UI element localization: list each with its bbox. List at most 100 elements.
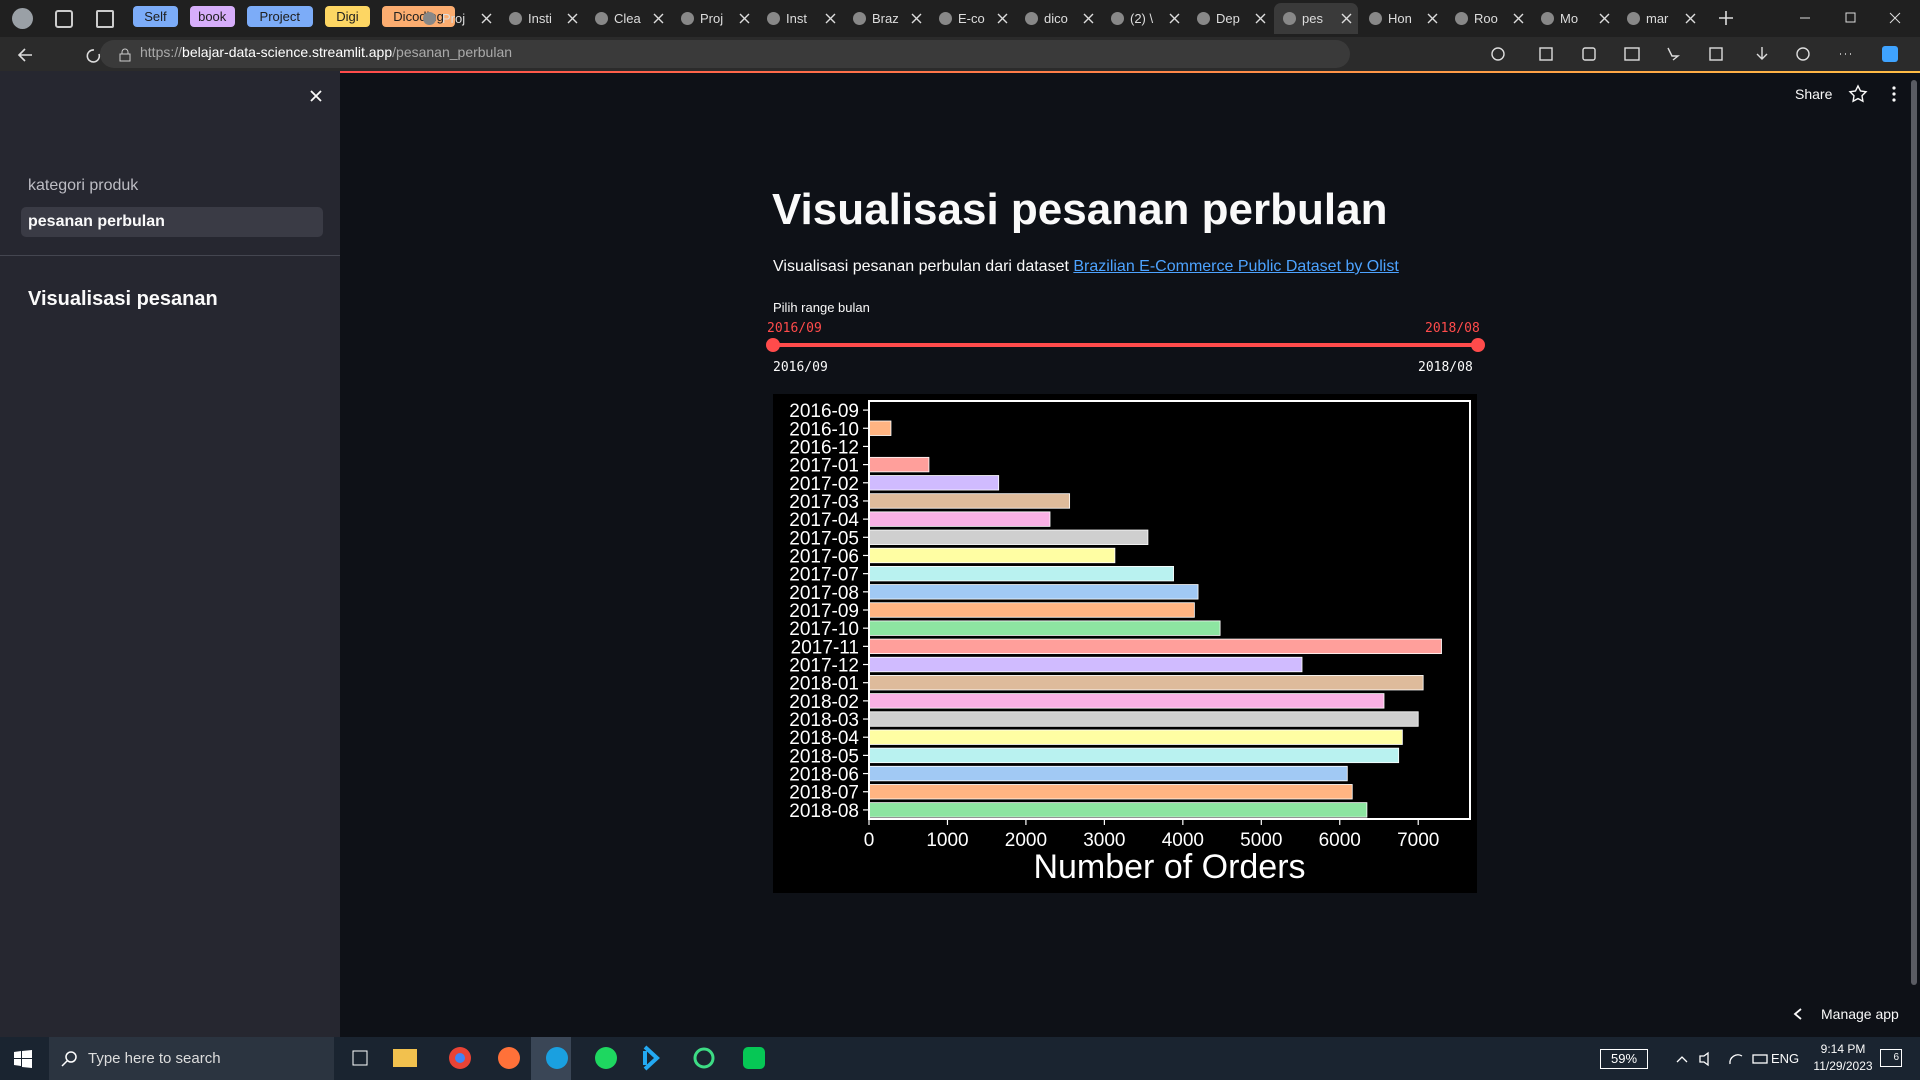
tab-close[interactable] xyxy=(567,13,578,24)
tab[interactable]: mar xyxy=(1618,3,1702,34)
tab[interactable]: Mo xyxy=(1532,3,1616,34)
tab-group[interactable]: Self xyxy=(133,6,178,27)
y-tick-label: 2017-11 xyxy=(791,637,859,658)
description: Visualisasi pesanan perbulan dari datase… xyxy=(773,258,1399,276)
workspaces-icon[interactable] xyxy=(55,10,73,28)
tab-close[interactable] xyxy=(1341,13,1352,24)
bar xyxy=(868,784,1353,800)
tab-close[interactable] xyxy=(481,13,492,24)
tab[interactable]: Insti xyxy=(500,3,584,34)
tab-close[interactable] xyxy=(1685,13,1696,24)
bar xyxy=(868,420,892,436)
bar xyxy=(868,638,1442,655)
window-controls[interactable] xyxy=(1795,8,1920,28)
share-button[interactable]: Share xyxy=(1795,86,1833,102)
tab[interactable]: dico xyxy=(1016,3,1100,34)
tab-close[interactable] xyxy=(1513,13,1524,24)
bar xyxy=(868,656,1303,673)
tab-close[interactable] xyxy=(911,13,922,24)
tab[interactable]: Clea xyxy=(586,3,670,34)
tab-title: Braz xyxy=(872,11,899,26)
slider-end-thumb[interactable] xyxy=(1471,338,1485,352)
tab-close[interactable] xyxy=(1255,13,1266,24)
divider xyxy=(0,255,340,256)
slider-track[interactable] xyxy=(773,343,1477,347)
tab-close[interactable] xyxy=(825,13,836,24)
bar xyxy=(868,547,1116,564)
bar xyxy=(868,620,1221,636)
slider-end-value: 2018/08 xyxy=(1425,321,1480,336)
dataset-link[interactable]: Brazilian E-Commerce Public Dataset by O… xyxy=(1073,258,1399,275)
slider-label: Pilih range bulan xyxy=(773,300,870,315)
y-tick-label: 2018-04 xyxy=(789,728,859,749)
y-tick-label: 2018-02 xyxy=(789,692,859,713)
scrollbar[interactable] xyxy=(1911,80,1917,985)
tab-close[interactable] xyxy=(653,13,664,24)
nav-item[interactable]: pesanan perbulan xyxy=(21,207,323,237)
tab-group[interactable]: Digi xyxy=(325,6,370,27)
tab-close[interactable] xyxy=(997,13,1008,24)
y-tick-label: 2017-06 xyxy=(789,546,859,567)
tab[interactable]: Proj xyxy=(414,3,498,34)
slider-start-thumb[interactable] xyxy=(766,338,780,352)
x-tick-label: 3000 xyxy=(1083,830,1125,851)
tab[interactable]: (2) \ xyxy=(1102,3,1186,34)
tab[interactable]: Dep xyxy=(1188,3,1272,34)
tab-close[interactable] xyxy=(1083,13,1094,24)
y-tick-label: 2016-09 xyxy=(789,401,859,422)
tab[interactable]: Proj xyxy=(672,3,756,34)
battery-indicator[interactable]: 59% xyxy=(1600,1049,1648,1069)
tab-title: Dep xyxy=(1216,11,1240,26)
tab[interactable]: Inst xyxy=(758,3,842,34)
tab-icon xyxy=(939,12,952,25)
time: 9:14 PM xyxy=(1820,1042,1866,1056)
tab-group[interactable]: Project xyxy=(246,6,313,27)
y-tick-label: 2017-05 xyxy=(789,528,859,549)
tray-icons[interactable] xyxy=(1655,1049,1775,1069)
bar xyxy=(868,765,1348,782)
tab-close[interactable] xyxy=(739,13,750,24)
tab-icon xyxy=(1283,12,1296,25)
profile-icon[interactable] xyxy=(12,8,33,29)
tab[interactable]: E-co xyxy=(930,3,1014,34)
tab-icon xyxy=(1455,12,1468,25)
manage-chevron[interactable] xyxy=(1792,1006,1804,1022)
bar xyxy=(868,493,1071,509)
toolbar-icons[interactable] xyxy=(1480,44,1900,64)
language[interactable]: ENG xyxy=(1771,1051,1800,1066)
y-tick-label: 2017-08 xyxy=(789,583,859,604)
tab-icon xyxy=(595,12,608,25)
y-tick-label: 2017-07 xyxy=(789,565,859,586)
lock-icon xyxy=(119,48,131,62)
tab[interactable]: Roo xyxy=(1446,3,1530,34)
notifications[interactable]: 6 xyxy=(1880,1049,1902,1067)
manage-app[interactable]: Manage app xyxy=(1821,1006,1899,1022)
close-sidebar[interactable] xyxy=(308,88,324,104)
new-tab-button[interactable] xyxy=(1716,8,1736,28)
tab-close[interactable] xyxy=(1599,13,1610,24)
tab-close[interactable] xyxy=(1427,13,1438,24)
tab-close[interactable] xyxy=(1169,13,1180,24)
x-tick-label: 1000 xyxy=(926,830,968,851)
tab-title: mar xyxy=(1646,11,1669,26)
tab-title: E-co xyxy=(958,11,985,26)
address-bar[interactable] xyxy=(100,40,1350,68)
bar xyxy=(868,565,1174,582)
nav-item[interactable]: kategori produk xyxy=(28,177,139,194)
start-button[interactable] xyxy=(14,1050,32,1068)
y-tick-label: 2018-03 xyxy=(789,710,859,731)
search-box[interactable]: Type here to search xyxy=(49,1037,334,1080)
taskbar-apps[interactable] xyxy=(345,1037,775,1080)
tab-group[interactable]: book xyxy=(189,6,235,27)
tab[interactable]: pes xyxy=(1274,3,1358,34)
y-tick-label: 2016-12 xyxy=(789,437,859,458)
tab[interactable]: Braz xyxy=(844,3,928,34)
tab[interactable]: Hon xyxy=(1360,3,1444,34)
y-tick-label: 2018-07 xyxy=(789,783,859,804)
nav-buttons[interactable] xyxy=(16,45,116,65)
header-icons[interactable] xyxy=(1848,84,1908,104)
clock[interactable]: 9:14 PM 11/29/2023 xyxy=(1812,1042,1874,1073)
tab-actions-icon[interactable] xyxy=(96,10,114,28)
sidebar-heading: Visualisasi pesanan xyxy=(28,288,218,310)
